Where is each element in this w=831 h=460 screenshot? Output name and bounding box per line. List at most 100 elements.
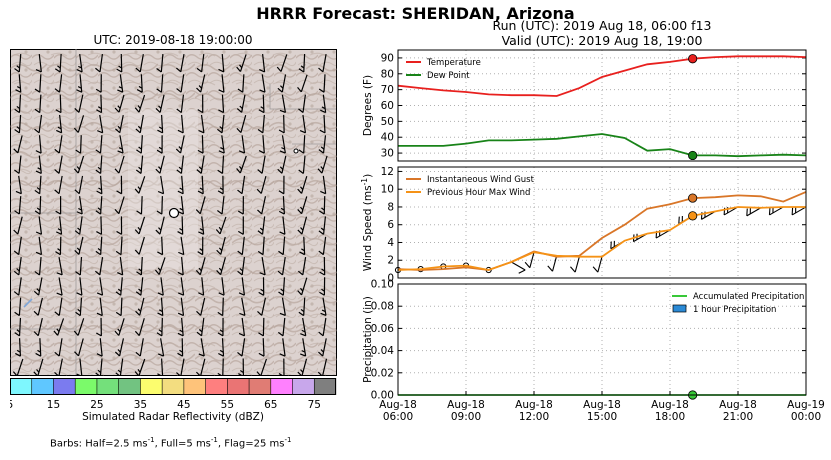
- barbs-legend-note: Barbs: Half=2.5 ms-1, Full=5 ms-1, Flag=…: [50, 436, 291, 449]
- wind-barb-glyph: [136, 74, 143, 93]
- wind-barb-glyph: [298, 135, 306, 154]
- wind-barb-glyph: [73, 318, 85, 336]
- wind-barb-glyph: [277, 257, 286, 276]
- wind-barb-glyph: [15, 338, 22, 357]
- wind-barb-glyph: [197, 94, 204, 114]
- wind-barb-glyph: [257, 236, 265, 256]
- series-line: [398, 133, 807, 158]
- wind-barb-glyph: [33, 358, 44, 376]
- wind-barb-glyph: [297, 358, 308, 376]
- wind-barb-glyph: [217, 114, 225, 134]
- wind-barb-glyph: [53, 318, 65, 336]
- wind-barb-glyph: [237, 175, 246, 195]
- plot-frame: [397, 166, 807, 279]
- y-tick-label: 2: [387, 255, 394, 267]
- wind-barb-glyph: [154, 257, 166, 275]
- wind-barb-glyph: [114, 318, 125, 336]
- wind-barb-glyph: [13, 277, 22, 296]
- x-tick-label: Aug-19: [787, 399, 825, 411]
- wind-barb-glyph: [136, 256, 143, 276]
- wind-barb-glyph: [95, 236, 103, 256]
- wind-barb-glyph: [198, 114, 205, 134]
- wind-barb-glyph: [157, 338, 165, 357]
- y-tick-label: 0.08: [371, 301, 394, 313]
- x-tick-label: Aug-18: [583, 399, 621, 411]
- wind-barb-glyph: [276, 54, 288, 72]
- wind-barb-glyph: [297, 74, 308, 93]
- wind-barb-glyph: [279, 94, 287, 114]
- wind-barb-glyph: [157, 114, 164, 134]
- wind-barb-glyph: [54, 297, 63, 316]
- wind-barb-glyph: [76, 358, 83, 376]
- y-tick-label: 8: [387, 201, 394, 213]
- wind-barb-glyph: [279, 135, 286, 154]
- wind-barb-glyph: [156, 317, 163, 337]
- y-axis-label: Degrees (F): [362, 75, 374, 136]
- y-tick-label: 4: [387, 237, 394, 249]
- x-tick-label: 15:00: [587, 411, 617, 423]
- wind-barb-glyph: [299, 236, 306, 256]
- wind-barb-glyph: [95, 135, 103, 154]
- wind-barb-glyph: [195, 358, 206, 376]
- wind-barb-glyph: [34, 94, 42, 114]
- wind-barb-glyph: [157, 358, 164, 376]
- y-tick-label: 60: [381, 100, 394, 112]
- wind-barb-glyph: [237, 256, 246, 276]
- chart-legend: Temperature Dew Point: [406, 58, 481, 81]
- x-tick-label: 00:00: [791, 411, 821, 423]
- wind-barb-glyph: [134, 216, 146, 235]
- x-tick-label: 12:00: [519, 411, 549, 423]
- wind-barb-glyph: [319, 196, 326, 215]
- wind-barb-glyph: [134, 358, 146, 376]
- wind-barb-glyph: [257, 297, 267, 316]
- wind-barb-glyph: [176, 74, 185, 93]
- reflectivity-colorbar: 5 15 25 35 45 55 65 75: [10, 378, 337, 411]
- wind-barb-glyph: [54, 358, 63, 376]
- y-tick-label: 90: [381, 52, 394, 64]
- wind-barb-glyph: [236, 94, 246, 113]
- wind-barb-glyph: [177, 216, 184, 235]
- wind-barb-glyph: [33, 297, 43, 316]
- wind-barb: [570, 256, 580, 273]
- wind-barb-glyph: [218, 277, 225, 296]
- wind-barb-glyph: [197, 236, 204, 256]
- wind-barb-glyph: [116, 53, 123, 73]
- wind-barb-glyph: [74, 94, 84, 113]
- wind-barb-glyph: [54, 74, 63, 93]
- wind-barb-glyph: [94, 257, 104, 276]
- current-time-marker: [688, 193, 698, 203]
- current-time-marker: [688, 211, 698, 221]
- y-tick-label: 10: [381, 184, 394, 196]
- wind-barb-glyph: [14, 196, 22, 215]
- wind-barb-glyph: [257, 114, 265, 134]
- colorbar-cell: [227, 378, 250, 395]
- colorbar-cell: [53, 378, 76, 395]
- wind-barb-glyph: [156, 135, 163, 154]
- wind-barb-glyph: [319, 277, 326, 296]
- wind-barb-glyph: [96, 94, 103, 114]
- wind-barb: [511, 261, 526, 274]
- wind-barb-glyph: [297, 277, 308, 296]
- wind-barb-glyph: [35, 155, 42, 174]
- wind-barb-glyph: [217, 175, 224, 195]
- wind-barb-glyph: [197, 175, 204, 195]
- legend-label: Accumulated Precipitation: [693, 292, 804, 302]
- colorbar-cell: [249, 378, 272, 395]
- wind-barb-glyph: [318, 135, 327, 154]
- wind-barb-glyph: [195, 257, 206, 276]
- wind-barb-glyph: [13, 135, 23, 154]
- y-tick-label: 80: [381, 68, 394, 80]
- wind-barb-glyph: [318, 216, 327, 235]
- wind-barb-glyph: [114, 94, 125, 113]
- wind-barb-glyph: [217, 317, 224, 337]
- wind-barb-glyph: [96, 297, 103, 317]
- wind-barb-glyph: [136, 196, 143, 215]
- secondary-marker: [293, 148, 299, 154]
- wind-barb-glyph: [114, 155, 125, 174]
- colorbar-label: Simulated Radar Reflectivity (dBZ): [82, 411, 264, 423]
- wind-barb-glyph: [115, 236, 123, 256]
- wind-barb-glyph: [135, 297, 145, 316]
- wind-barb-glyph: [297, 176, 308, 194]
- wind-barb-glyph: [75, 256, 83, 276]
- current-time-marker: [688, 54, 698, 64]
